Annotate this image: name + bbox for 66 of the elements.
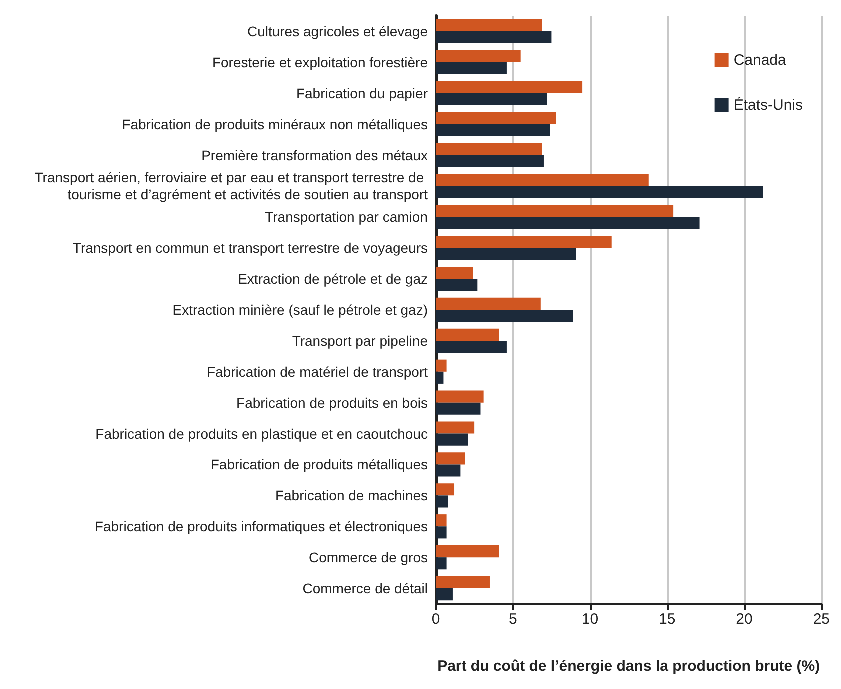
bar [436,402,481,415]
y-tick-label: Transportation par camion [265,209,428,226]
y-tick-label: Commerce de détail [302,580,428,597]
x-tick-label: 15 [659,611,676,628]
y-tick-label: Cultures agricoles et élevage [247,23,428,40]
bar [436,62,507,74]
y-tick-label: Fabrication de produits en plastique et en caoutchouc [96,426,428,442]
bar [436,452,466,465]
bar [436,50,521,62]
bar [436,112,556,124]
bar [436,143,542,156]
bar [436,546,500,558]
bar [436,236,612,248]
bar [436,434,468,446]
bar [436,496,448,508]
bar [436,155,544,168]
bar [436,422,475,434]
bar [436,124,550,136]
bar [436,464,461,477]
bar [436,248,576,260]
bar [436,298,541,310]
y-tick-label: Extraction minière (sauf le pétrole et gaz) [172,302,428,318]
bar [436,31,552,44]
y-tick-label: Transport par pipeline [292,332,428,349]
bar [436,217,700,230]
bar [436,390,484,403]
y-tick-label: Fabrication de produits minéraux non métalliques [122,116,428,132]
bar [436,174,649,186]
bar [436,279,478,292]
bar [436,526,447,539]
bar [436,360,447,372]
bar [436,514,447,527]
y-tick-label: Fabrication de produits informatiques et électroniques [94,518,428,535]
y-tick-label: Fabrication de matériel de transport [207,364,428,380]
bar [436,19,542,32]
y-tick-label: Transport aérien, ferroviaire et par eau et transport terrestre de tourisme et d’agrément et activités de soutien au transport [34,170,428,203]
x-tick-label: 5 [508,611,518,628]
bar [436,576,490,589]
x-axis-title: Part du coût de l’énergie dans la production brute (%) [438,658,820,675]
y-tick-label: Transport en commun et transport terrestre de voyageurs [72,240,428,256]
bar [436,558,447,570]
bar [436,186,764,198]
bar [436,310,574,322]
bar [436,266,474,280]
bar [436,93,548,106]
bar [436,81,583,94]
bar [436,372,444,384]
bar [436,484,455,496]
legend-label: États-Unis [734,96,804,114]
y-tick-label: Extraction de pétrole et de gaz [238,271,428,288]
y-tick-label: Fabrication du papier [296,85,428,102]
bar [436,328,500,341]
bar [436,588,453,601]
bar [436,340,507,354]
x-tick-label: 0 [432,611,440,628]
legend-label: Canada [734,52,788,69]
y-tick-label: Commerce de gros [308,550,428,566]
x-tick-label: 10 [582,611,599,628]
x-tick-label: 25 [813,611,830,628]
y-tick-label: Foresterie et exploitation forestière [212,54,428,70]
bar [436,205,674,218]
y-tick-label: Première transformation des métaux [202,147,428,164]
y-tick-label: Fabrication de machines [275,488,428,504]
x-tick-label: 20 [736,611,753,628]
y-tick-label: Fabrication de produits en bois [236,394,428,411]
y-tick-label: Fabrication de produits métalliques [210,456,428,473]
